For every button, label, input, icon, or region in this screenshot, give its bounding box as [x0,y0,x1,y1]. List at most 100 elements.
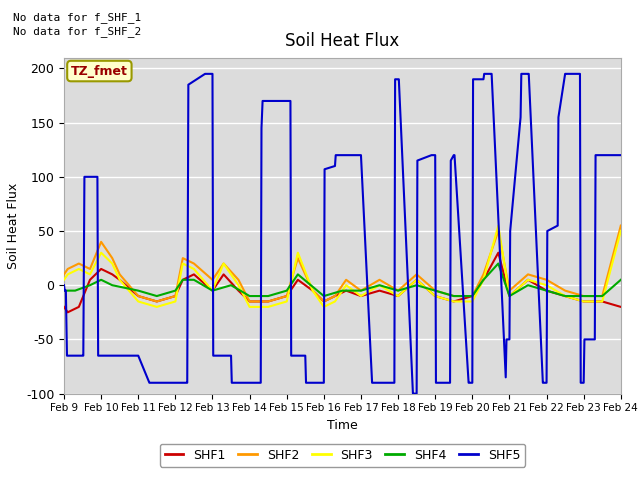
SHF2 [235,277,243,283]
SHF4 [320,293,328,299]
SHF1 [116,277,124,283]
SHF2 [376,277,383,283]
SHF5 [409,391,417,396]
SHF1 [394,293,402,299]
SHF4 [468,293,476,299]
SHF1 [246,299,253,304]
SHF4 [598,293,606,299]
SHF4 [60,288,68,293]
SHF1 [75,304,83,310]
SHF4 [339,288,346,293]
SHF2 [617,223,625,228]
SHF1 [320,299,328,304]
SHF2 [320,299,328,304]
Text: TZ_fmet: TZ_fmet [71,64,128,78]
Y-axis label: Soil Heat Flux: Soil Heat Flux [7,182,20,269]
SHF3 [172,299,179,304]
SHF5 [502,374,509,380]
SHF4 [431,288,439,293]
SHF3 [246,304,253,310]
Line: SHF1: SHF1 [64,252,621,312]
SHF3 [235,282,243,288]
SHF4 [264,293,272,299]
SHF4 [108,282,116,288]
SHF5 [134,353,142,359]
SHF1 [294,277,301,283]
SHF1 [357,293,365,299]
Line: SHF5: SHF5 [64,74,621,394]
Text: No data for f_SHF_2: No data for f_SHF_2 [13,26,141,37]
SHF3 [134,299,142,304]
SHF4 [479,277,487,283]
SHF3 [357,293,365,299]
SHF1 [86,277,94,283]
SHF2 [580,293,588,299]
SHF3 [524,277,532,283]
SHF1 [64,310,72,315]
SHF4 [524,282,532,288]
SHF3 [376,282,383,288]
SHF1 [376,288,383,293]
SHF2 [134,293,142,299]
SHF2 [450,293,458,299]
SHF1 [172,293,179,299]
SHF5 [331,163,339,169]
SHF4 [543,288,550,293]
SHF3 [413,277,420,283]
SHF2 [506,288,513,293]
SHF5 [488,71,495,77]
SHF2 [495,228,502,234]
SHF2 [75,261,83,266]
SHF1 [179,277,187,283]
SHF2 [64,266,72,272]
SHF1 [598,299,606,304]
SHF4 [209,288,216,293]
SHF3 [342,282,350,288]
SHF1 [506,293,513,299]
SHF3 [561,293,569,299]
Line: SHF3: SHF3 [64,226,621,307]
SHF2 [342,277,350,283]
SHF1 [220,272,227,277]
SHF4 [71,288,79,293]
SHF1 [331,293,339,299]
SHF4 [294,272,301,277]
SHF1 [134,293,142,299]
SHF4 [617,277,625,283]
SHF4 [495,261,502,266]
SHF3 [153,304,161,310]
SHF4 [227,282,235,288]
SHF4 [172,288,179,293]
SHF2 [294,255,301,261]
SHF1 [60,304,68,310]
SHF4 [97,277,105,283]
SHF4 [134,288,142,293]
SHF3 [320,304,328,310]
SHF3 [283,299,291,304]
SHF2 [543,277,550,283]
SHF2 [220,261,227,266]
SHF2 [264,299,272,304]
Text: No data for f_SHF_1: No data for f_SHF_1 [13,12,141,23]
SHF3 [116,277,124,283]
SHF3 [580,299,588,304]
Title: Soil Heat Flux: Soil Heat Flux [285,33,399,50]
SHF1 [264,299,272,304]
SHF3 [468,299,476,304]
SHF1 [108,272,116,277]
SHF3 [294,250,301,255]
SHF4 [357,288,365,293]
SHF1 [524,277,532,283]
SHF3 [495,223,502,228]
SHF4 [394,288,402,293]
SHF1 [431,293,439,299]
SHF2 [97,239,105,245]
Line: SHF2: SHF2 [64,226,621,301]
SHF3 [309,288,317,293]
SHF4 [561,293,569,299]
SHF4 [413,282,420,288]
SHF4 [450,293,458,299]
SHF2 [116,272,124,277]
SHF2 [561,288,569,293]
SHF2 [598,293,606,299]
